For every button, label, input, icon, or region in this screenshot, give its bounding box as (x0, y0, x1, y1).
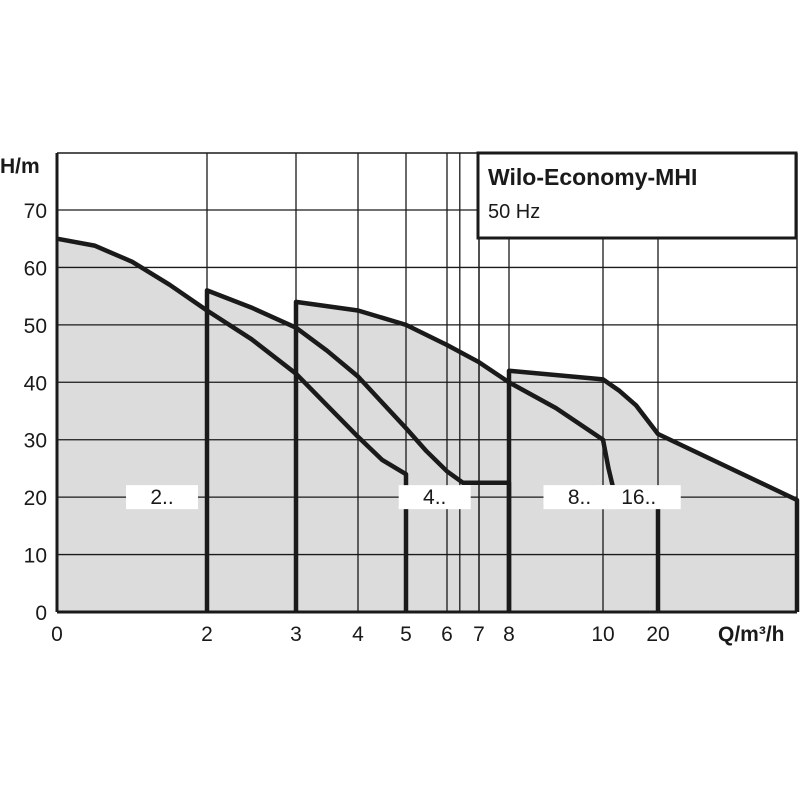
x-tick-label-5: 5 (400, 623, 412, 646)
y-tick-label-10: 10 (24, 545, 47, 568)
y-tick-label-30: 30 (24, 430, 47, 453)
y-tick-label-60: 60 (24, 257, 47, 280)
curve-label-1: 2.. (150, 486, 173, 509)
chart-subtitle: 50 Hz (488, 201, 540, 223)
y-tick-label-20: 20 (24, 487, 47, 510)
curve-labels: 2.. 4.. 8.. 16.. (126, 485, 681, 510)
x-tick-label-0: 0 (51, 623, 63, 646)
legend-box: Wilo-Economy-MHI 50 Hz (476, 151, 798, 240)
curve-series-1 (56, 236, 409, 612)
curve-label-bg-4 (596, 485, 681, 510)
curve-series-2 (204, 288, 512, 612)
x-tick-label-3: 3 (290, 623, 302, 646)
axes: 0 10 20 30 40 50 60 70 0 2 3 4 5 6 7 8 10 20 (24, 152, 798, 646)
curve-series-4 (506, 368, 800, 612)
curve-label-bg-2 (398, 485, 471, 510)
x-tick-label-7: 7 (473, 623, 485, 646)
curve-label-3: 8.. (568, 486, 591, 509)
x-tick-label-6: 6 (441, 623, 453, 646)
y-tick-label-50: 50 (24, 315, 47, 338)
x-tick-label-20: 20 (646, 623, 669, 646)
curve-label-2: 4.. (423, 486, 446, 509)
x-axis-title: Q/m³/h (718, 623, 785, 646)
y-axis-title: H/m (0, 155, 40, 178)
y-tick-label-0: 0 (35, 602, 47, 625)
y-tick-label-40: 40 (24, 372, 47, 395)
curve-label-bg-1 (126, 485, 198, 510)
y-tick-label-70: 70 (24, 200, 47, 223)
legend-frame (476, 151, 798, 240)
curve-areas (57, 238, 797, 612)
x-tick-label-8: 8 (503, 623, 515, 646)
curve-label-4: 16.. (621, 486, 656, 509)
x-tick-label-4: 4 (352, 623, 364, 646)
chart-title: Wilo-Economy-MHI (488, 164, 697, 190)
x-tick-label-2: 2 (201, 623, 213, 646)
x-tick-label-10: 10 (591, 623, 614, 646)
